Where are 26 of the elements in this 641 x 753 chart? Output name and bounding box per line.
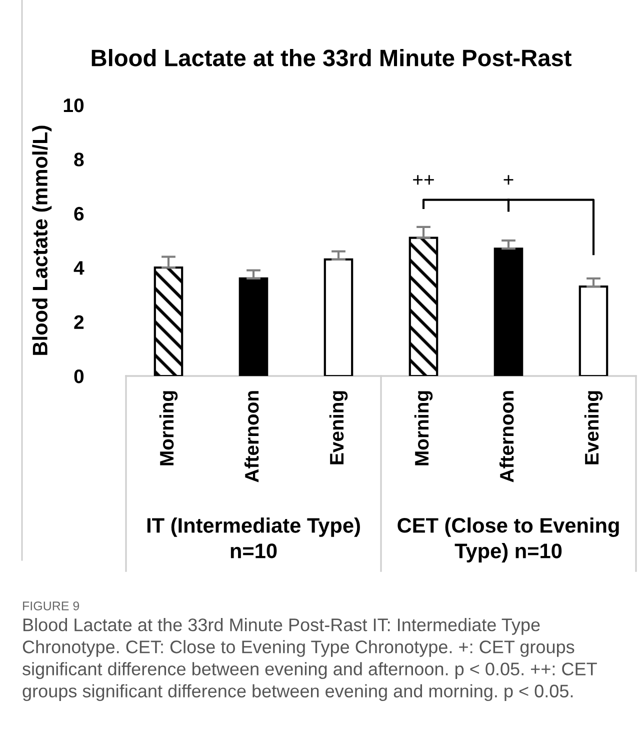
bar — [408, 236, 438, 376]
annotation: ++ — [413, 175, 434, 185]
x-tick-label: Afternoon — [244, 391, 259, 482]
annotation: + — [504, 175, 514, 185]
x-tick-label: Afternoon — [499, 391, 514, 482]
bar — [578, 286, 608, 376]
x-tick-label: Evening — [584, 391, 603, 464]
text: CET (Close to Evening Type) n=10 — [398, 517, 619, 562]
bar — [238, 277, 268, 376]
bar — [324, 258, 354, 376]
y-tick-label: 6 — [74, 206, 84, 221]
y-tick-label: 4 — [74, 261, 84, 275]
x-tick-label: Morning — [414, 391, 433, 466]
text: IT (Intermediate Type) n=10 — [147, 518, 360, 558]
x-tick-label: Evening — [329, 391, 348, 464]
y-tick-label: 0 — [74, 369, 84, 384]
chart-title: Blood Lactate at the 33rd Minute Post-Rast — [92, 48, 572, 66]
bar — [494, 248, 524, 376]
y-tick-label: 10 — [64, 98, 84, 112]
caption: FIGURE 9 — [23, 602, 80, 610]
y-axis-title: Blood Lactate (mmol/L) — [32, 126, 52, 355]
x-tick-label: Morning — [159, 391, 178, 466]
text: Blood Lactate at the 33rd Minute Post-Rast IT: Intermediate Type Chronotype. CET: Close to Evening Type Chronotype. +: CET groups significant difference between evening and afternoon. p < 0.05. ++: CET groups significant difference between evening and morning. p < 0.05. — [22, 618, 597, 702]
bar — [154, 266, 184, 376]
y-tick-label: 2 — [74, 315, 84, 329]
y-tick-label: 8 — [74, 152, 84, 166]
